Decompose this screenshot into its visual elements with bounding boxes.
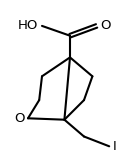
Text: O: O [14,112,24,125]
Text: O: O [100,19,111,32]
Text: I: I [113,140,116,153]
Text: HO: HO [17,19,38,32]
